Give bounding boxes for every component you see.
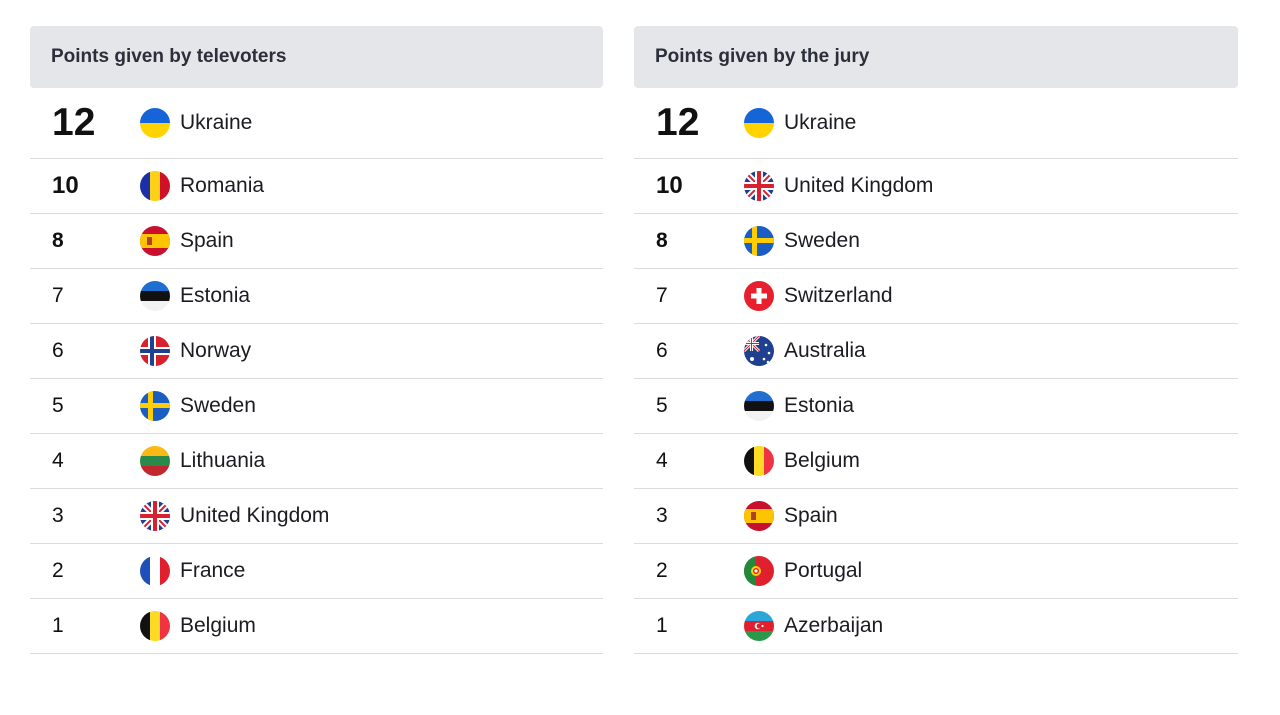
country-name: France: [180, 559, 246, 582]
jury-row-10: 10 United Kingdom: [634, 159, 1238, 214]
points-value: 7: [52, 284, 64, 307]
televoters-row-5: 5 Sweden: [30, 379, 603, 434]
azerbaijan-flag-icon: [744, 611, 774, 641]
country-name: Norway: [180, 339, 252, 362]
televoters-panel-title: Points given by televoters: [30, 26, 603, 88]
ukraine-flag-icon: [140, 108, 170, 138]
points-value: 8: [656, 229, 668, 252]
televoters-row-2: 2 France: [30, 544, 603, 599]
points-value: 8: [52, 229, 64, 252]
portugal-flag-icon: [744, 556, 774, 586]
jury-row-7: 7 Switzerland: [634, 269, 1238, 324]
switzerland-flag-icon: [744, 281, 774, 311]
country-name: Switzerland: [784, 284, 893, 307]
country-name: Spain: [784, 504, 838, 527]
country-name: Spain: [180, 229, 234, 252]
ukraine-flag-icon: [744, 108, 774, 138]
jury-row-1: 1 Azerbaijan: [634, 599, 1238, 654]
jury-row-3: 3 Spain: [634, 489, 1238, 544]
points-value: 12: [656, 101, 700, 144]
points-value: 10: [52, 172, 79, 199]
country-name: Sweden: [180, 394, 256, 417]
estonia-flag-icon: [744, 391, 774, 421]
points-value: 2: [52, 559, 64, 582]
country-name: United Kingdom: [784, 174, 934, 197]
country-name: Romania: [180, 174, 265, 197]
country-name: Portugal: [784, 559, 863, 582]
points-value: 6: [656, 339, 668, 362]
belgium-flag-icon: [140, 611, 170, 641]
france-flag-icon: [140, 556, 170, 586]
points-value: 5: [656, 394, 668, 417]
jury-panel-title: Points given by the jury: [634, 26, 1238, 88]
points-value: 3: [656, 504, 668, 527]
country-name: Lithuania: [180, 449, 266, 472]
country-name: Estonia: [180, 284, 251, 307]
united-kingdom-flag-icon: [140, 501, 170, 531]
points-value: 12: [52, 101, 96, 144]
televoters-row-12: 12 Ukraine: [30, 88, 603, 159]
jury-row-12: 12 Ukraine: [634, 88, 1238, 159]
televoters-row-4: 4 Lithuania: [30, 434, 603, 489]
televoters-row-1: 1 Belgium: [30, 599, 603, 654]
televoters-row-7: 7 Estonia: [30, 269, 603, 324]
country-name: Belgium: [784, 449, 860, 472]
country-name: Belgium: [180, 614, 256, 637]
jury-row-6: 6 Australia: [634, 324, 1238, 379]
points-value: 6: [52, 339, 64, 362]
jury-panel: Points given by the jury 12 Ukraine 10 U…: [634, 26, 1238, 654]
points-value: 7: [656, 284, 668, 307]
jury-row-4: 4 Belgium: [634, 434, 1238, 489]
country-name: Azerbaijan: [784, 614, 884, 637]
televoters-row-8: 8 Spain: [30, 214, 603, 269]
points-value: 3: [52, 504, 64, 527]
points-value: 1: [656, 614, 668, 637]
televoters-panel: Points given by televoters 12 Ukraine 10…: [30, 26, 603, 654]
spain-flag-icon: [744, 501, 774, 531]
country-name: Australia: [784, 339, 866, 362]
televoters-row-10: 10 Romania: [30, 159, 603, 214]
romania-flag-icon: [140, 171, 170, 201]
norway-flag-icon: [140, 336, 170, 366]
country-name: Sweden: [784, 229, 860, 252]
country-name: Ukraine: [180, 111, 253, 134]
belgium-flag-icon: [744, 446, 774, 476]
points-value: 4: [52, 449, 64, 472]
lithuania-flag-icon: [140, 446, 170, 476]
jury-row-2: 2 Portugal: [634, 544, 1238, 599]
points-value: 10: [656, 172, 683, 199]
jury-row-8: 8 Sweden: [634, 214, 1238, 269]
jury-list: 12 Ukraine 10 United Kingdom 8 Sweden 7 …: [634, 88, 1238, 654]
country-name: United Kingdom: [180, 504, 330, 527]
country-name: Estonia: [784, 394, 855, 417]
estonia-flag-icon: [140, 281, 170, 311]
points-value: 4: [656, 449, 668, 472]
spain-flag-icon: [140, 226, 170, 256]
jury-row-5: 5 Estonia: [634, 379, 1238, 434]
points-value: 5: [52, 394, 64, 417]
united-kingdom-flag-icon: [744, 171, 774, 201]
points-value: 1: [52, 614, 64, 637]
televoters-list: 12 Ukraine 10 Romania 8 Spain 7 Estonia …: [30, 88, 603, 654]
points-value: 2: [656, 559, 668, 582]
televoters-row-6: 6 Norway: [30, 324, 603, 379]
sweden-flag-icon: [744, 226, 774, 256]
country-name: Ukraine: [784, 111, 857, 134]
australia-flag-icon: [744, 336, 774, 366]
televoters-row-3: 3 United Kingdom: [30, 489, 603, 544]
sweden-flag-icon: [140, 391, 170, 421]
